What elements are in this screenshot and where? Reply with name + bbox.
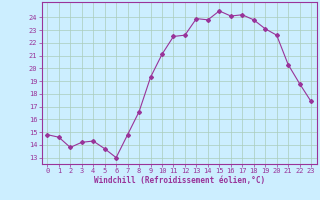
X-axis label: Windchill (Refroidissement éolien,°C): Windchill (Refroidissement éolien,°C) [94,176,265,185]
